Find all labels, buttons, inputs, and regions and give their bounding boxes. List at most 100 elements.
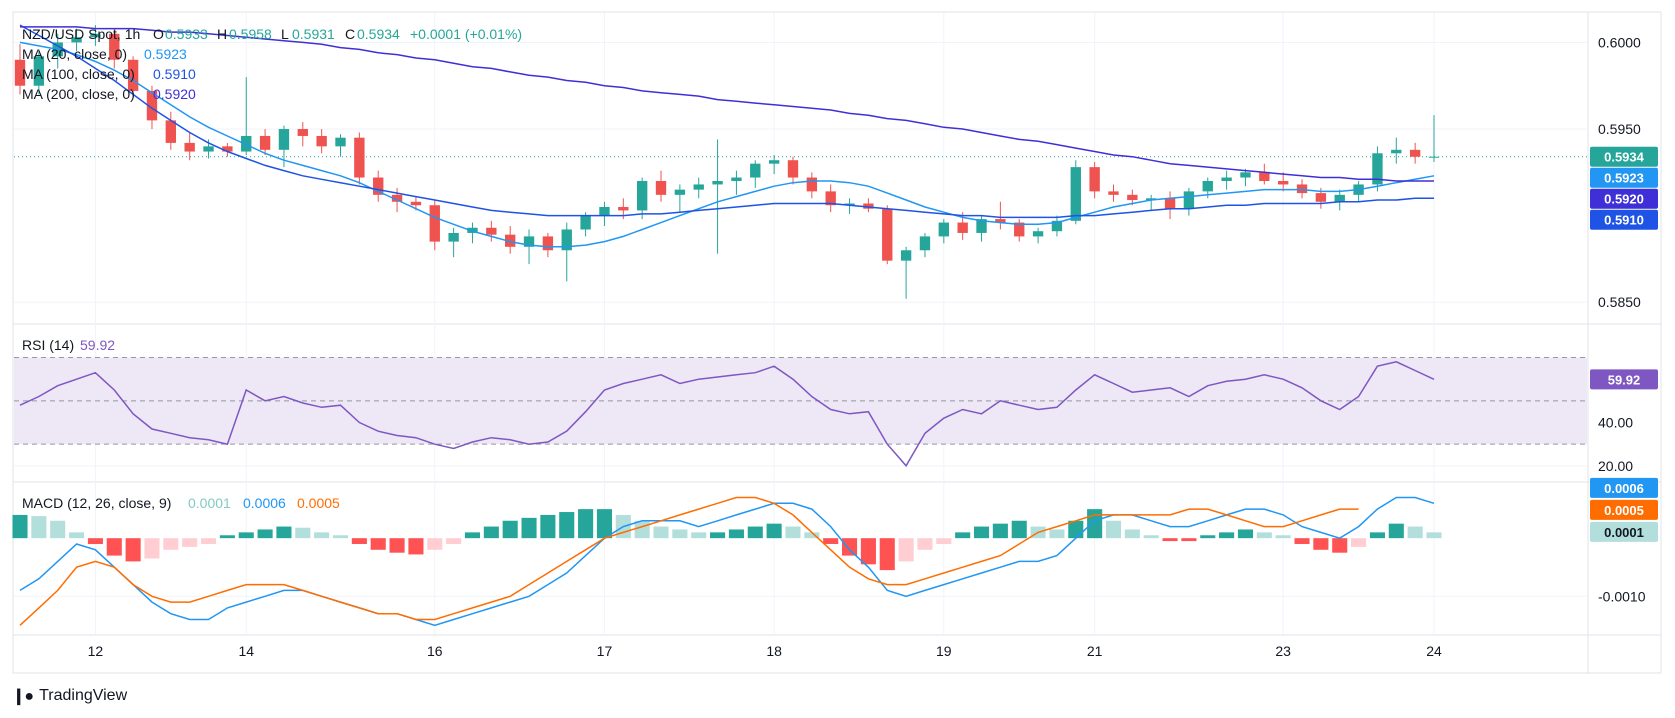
candle-body-60 [1146,198,1157,201]
macd-hist-bar-9 [182,538,198,547]
time-tick-14: 14 [238,643,254,659]
candle-body-1 [33,56,45,86]
macd-hist-bar-28 [540,514,556,539]
rsi-band [14,357,1587,445]
time-tick-17: 17 [597,643,613,659]
candle-body-19 [373,177,384,195]
candle-body-5 [109,33,120,60]
chart-title: NZD/USD Spot, 1h [22,26,140,42]
candle-body-0 [14,59,26,86]
macd-hist-bar-14 [276,526,292,539]
macd-hist-bar-31 [596,509,612,539]
candle-body-12 [241,135,252,152]
candle-body-48 [919,236,931,251]
candle-body-51 [976,219,987,233]
macd-hist-bar-20 [389,538,405,553]
chart-frame [12,11,1662,674]
macd-hist-bar-36 [691,532,707,539]
macd-hist-bar-50 [955,532,971,539]
candle-body-24 [467,227,478,233]
macd-tick-0-label: -0.0010 [1598,588,1646,604]
price-tick-2-label: 0.5850 [1598,294,1641,310]
tag-macd-bg [1590,477,1658,498]
candle-body-40 [768,160,780,164]
macd-hist-bar-8 [163,538,179,550]
macd-hist-bar-37 [710,532,726,539]
ohlc-open-label: O [153,26,164,42]
price-tick-1-label: 0.5950 [1598,121,1641,137]
ohlc-change: +0.0001 (+0.01%) [410,26,522,42]
macd-hist-bar-3 [69,532,85,539]
price-axis[interactable]: 0.6000 0.5950 0.5850 40.00 20.00 -0.0010 0.593… [1590,34,1658,604]
macd-hist-bar-4 [87,538,103,544]
candle-body-65 [1240,172,1251,178]
candle-body-61 [1164,198,1176,209]
candle-body-73 [1391,149,1402,154]
candle-body-41 [787,160,799,178]
price-pane[interactable] [14,24,1587,299]
macd-hist-bar-16 [314,532,330,539]
candle-body-64 [1221,177,1232,181]
time-tick-16: 16 [427,643,443,659]
macd-hist-bar-63 [1200,535,1216,539]
macd-hist-bar-5 [106,538,122,556]
macd-legend-signal: 0.0005 [297,495,340,511]
macd-hist-bar-43 [823,538,839,544]
time-tick-19: 19 [936,643,952,659]
macd-hist-bar-42 [804,532,820,539]
macd-hist-bar-30 [578,509,594,539]
macd-hist-bar-60 [1143,535,1159,539]
candle-body-44 [844,203,855,206]
ma20-line [19,41,1435,248]
candle-body-63 [1202,180,1213,192]
tradingview-logo[interactable]: ❙● TradingView [12,686,127,706]
candle-body-13 [259,135,271,150]
macd-hist-bar-18 [351,538,367,544]
macd-hist-bar-56 [1068,520,1084,539]
candle-body-21 [410,201,422,206]
macd-hist-bar-58 [1105,520,1122,539]
time-tick-24: 24 [1426,643,1442,659]
candle-body-46 [882,208,893,261]
candle-body-57 [1089,167,1100,192]
ohlc-low-label: L [281,26,289,42]
macd-line [19,496,1435,627]
macd-hist-bar-73 [1388,523,1404,539]
candle-body-42 [806,177,818,192]
macd-hist-bar-68 [1294,538,1310,544]
candle-body-30 [580,215,591,230]
ma20-legend-value: 0.5923 [144,46,187,62]
macd-hist-bar-23 [446,538,462,544]
macd-hist-bar-64 [1219,532,1235,539]
macd-hist-bar-51 [973,526,990,539]
ohlc-low: 0.5931 [292,26,335,42]
candle-body-68 [1296,184,1308,194]
tag-ma20-text: 0.5923 [1604,171,1644,186]
macd-hist-bar-22 [427,538,443,550]
macd-hist-bar-19 [370,538,386,550]
time-axis[interactable]: 12 14 16 17 18 19 21 23 24 [88,643,1442,659]
macd-hist-bar-59 [1124,529,1140,539]
candle-body-28 [542,236,554,251]
candle-body-9 [184,142,195,152]
tag-hist-text: 0.0001 [1604,525,1644,540]
candle-body-25 [486,227,497,235]
candle-body-14 [278,129,290,150]
rsi-tick-1-label: 20.00 [1598,458,1633,474]
macd-hist-bar-38 [728,529,744,539]
macd-pane[interactable] [12,496,1442,627]
ma100-legend-name: MA (100, close, 0) [22,66,135,82]
macd-hist-bar-69 [1313,538,1329,550]
rsi-pane[interactable] [19,361,1435,468]
macd-hist-bar-11 [219,535,235,539]
candle-body-47 [900,250,912,261]
macd-hist-bar-15 [295,527,311,539]
macd-hist-bar-65 [1237,529,1254,539]
macd-legend: MACD (12, 26, close, 9) 0.0001 0.0006 0.… [22,495,340,511]
candle-body-59 [1127,194,1138,201]
macd-hist-bar-17 [332,535,349,539]
candle-body-3 [71,37,82,43]
candle-body-17 [335,137,346,147]
candle-body-23 [448,232,459,242]
